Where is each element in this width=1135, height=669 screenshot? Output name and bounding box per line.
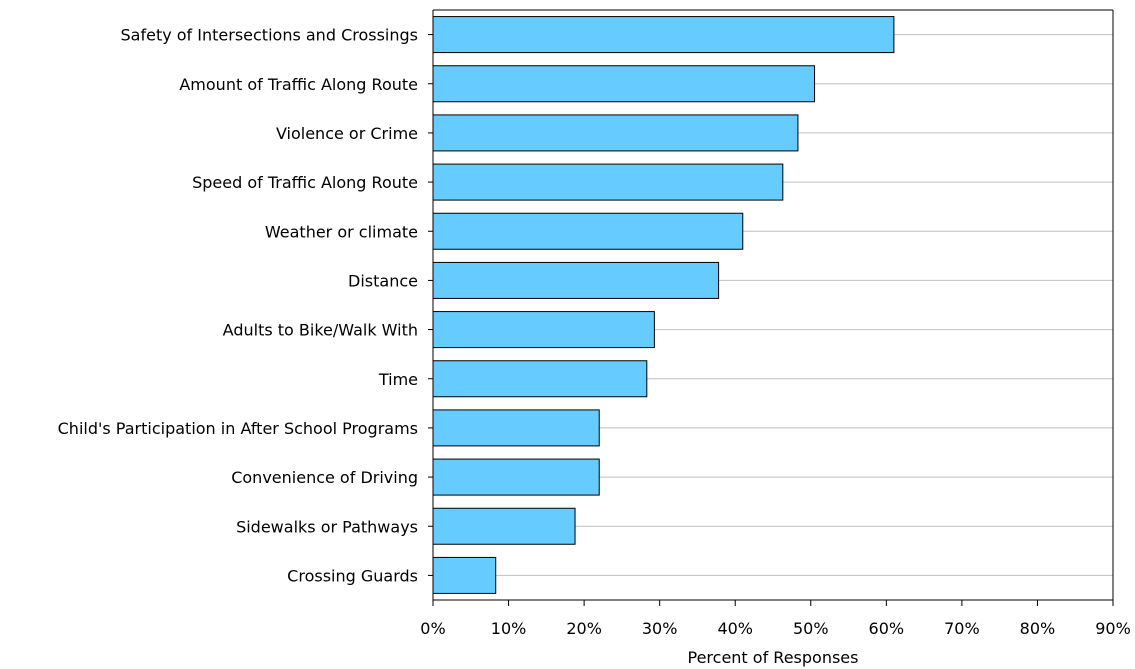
category-label: Adults to Bike/Walk With: [223, 321, 418, 340]
x-tick-label: 90%: [1095, 619, 1131, 638]
bar: [432, 261, 720, 299]
bar: [432, 360, 648, 398]
category-label: Sidewalks or Pathways: [236, 517, 418, 536]
bars: [432, 16, 895, 594]
category-label: Weather or climate: [265, 222, 418, 241]
x-tick-label: 10%: [491, 619, 527, 638]
x-tick-label: 20%: [566, 619, 602, 638]
x-tick-label: 60%: [869, 619, 905, 638]
x-tick-label: 70%: [944, 619, 980, 638]
category-label: Crossing Guards: [287, 566, 418, 585]
category-label: Safety of Intersections and Crossings: [121, 26, 419, 45]
bar: [432, 409, 600, 447]
x-tick-label: 80%: [1020, 619, 1056, 638]
category-label: Amount of Traffic Along Route: [179, 75, 418, 94]
x-tick-labels: 0% 10% 20% 30% 40% 50% 60% 70% 80% 90%: [420, 619, 1130, 638]
category-label: Violence or Crime: [276, 124, 418, 143]
x-tick-label: 50%: [793, 619, 829, 638]
bar: [432, 556, 497, 594]
x-ticks: [432, 600, 1114, 606]
bar: [432, 212, 744, 250]
category-label: Distance: [348, 271, 418, 290]
x-tick-label: 40%: [717, 619, 753, 638]
x-tick-label: 30%: [642, 619, 678, 638]
category-label: Child's Participation in After School Pr…: [58, 419, 418, 438]
category-label: Convenience of Driving: [231, 468, 418, 487]
bar: [432, 507, 576, 545]
bar: [432, 65, 816, 103]
x-tick-label: 0%: [420, 619, 445, 638]
bar: [432, 311, 655, 349]
category-label: Time: [378, 370, 418, 389]
category-labels: Safety of Intersections and Crossings Amo…: [58, 26, 418, 586]
bar: [432, 16, 895, 54]
x-axis-title: Percent of Responses: [688, 648, 859, 667]
y-ticks: [428, 34, 433, 576]
bar: [432, 163, 784, 201]
category-label: Speed of Traffic Along Route: [192, 173, 418, 192]
bar: [432, 458, 600, 496]
bar: [432, 114, 799, 152]
